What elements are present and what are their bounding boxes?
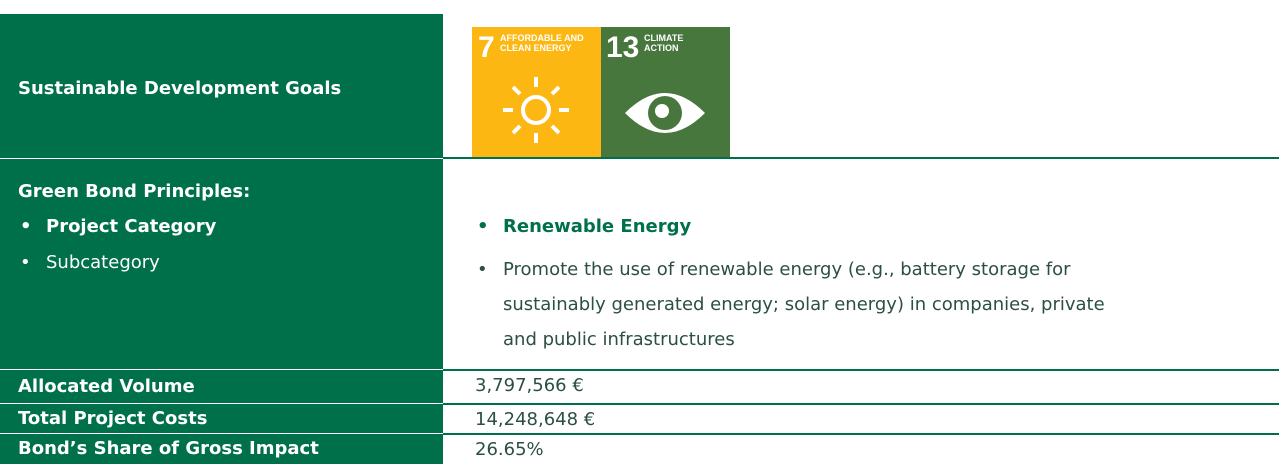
row-line	[443, 433, 1279, 435]
sdg-13-icon	[601, 27, 730, 158]
principles-label-cell: Green Bond Principles: Project Category …	[0, 159, 443, 369]
bullet-item: Subcategory	[20, 252, 160, 273]
row-line	[443, 403, 1279, 405]
bullet-item: Project Category	[20, 216, 216, 237]
principles-label: Green Bond Principles:	[18, 181, 251, 202]
sdg-label-cell: Sustainable Development Goals	[0, 14, 443, 158]
row-value: 14,248,648 €	[475, 409, 596, 430]
row-value: 3,797,566 €	[475, 375, 584, 396]
row-label: Allocated Volume	[18, 376, 195, 397]
row-value: 26.65%	[475, 439, 544, 460]
row-line	[443, 369, 1279, 371]
sdg-title: CLEAN ENERGY	[500, 43, 572, 53]
sdg-label: Sustainable Development Goals	[18, 78, 342, 99]
row-label-cell: Total Project Costs	[0, 404, 443, 433]
sdg-number: 7	[478, 31, 495, 64]
sdg-title: CLIMATE	[644, 33, 683, 43]
sdg-title: ACTION	[644, 43, 679, 53]
row-label: Total Project Costs	[18, 408, 208, 429]
sdg-number: 13	[606, 31, 639, 64]
category-value: Renewable Energy	[477, 216, 691, 237]
subcategory-value: Promote the use of renewable energy (e.g…	[477, 252, 1123, 357]
sun-icon	[503, 77, 569, 143]
row-line	[443, 157, 1279, 159]
row-label: Bond’s Share of Gross Impact	[18, 438, 319, 459]
eye-icon	[625, 93, 705, 133]
row-label-cell: Allocated Volume	[0, 370, 443, 403]
sdg-icons: 7 AFFORDABLE AND CLEAN ENERGY 13 CLIMATE…	[472, 27, 730, 158]
sdg-title: AFFORDABLE AND	[500, 33, 584, 43]
row-label-cell: Bond’s Share of Gross Impact	[0, 434, 443, 464]
